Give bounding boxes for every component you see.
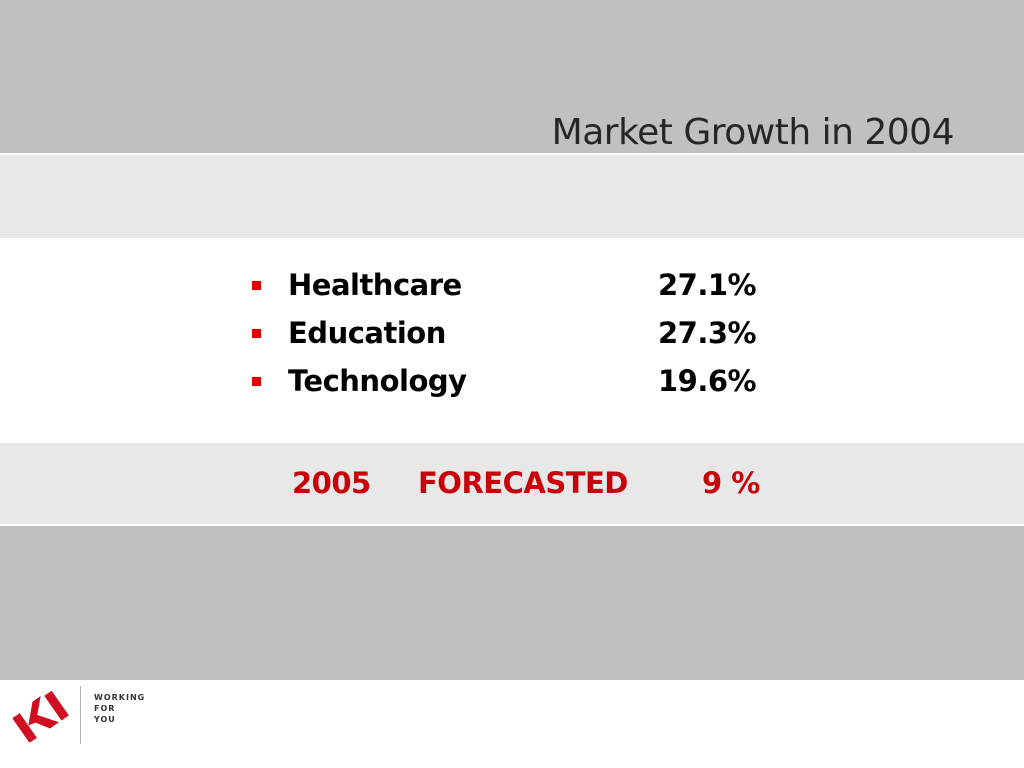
logo-divider: [80, 686, 81, 744]
ki-logo: [12, 690, 69, 742]
list-item: Technology 19.6%: [250, 364, 770, 412]
tagline-line: WORKING: [94, 693, 146, 702]
bullet-value: 27.3%: [658, 316, 757, 350]
square-bullet-icon: [252, 281, 261, 290]
light-band-lower: [0, 443, 1024, 524]
square-bullet-icon: [252, 329, 261, 338]
list-item: Healthcare 27.1%: [250, 268, 770, 316]
tagline-line: YOU: [94, 715, 116, 724]
bullet-value: 19.6%: [658, 364, 757, 398]
forecast-value: 9 %: [702, 466, 760, 500]
tagline: WORKING FOR YOU: [94, 692, 145, 725]
forecast-year: 2005: [292, 466, 371, 500]
tagline-line: FOR: [94, 704, 116, 713]
bullet-label: Education: [288, 316, 446, 350]
divider-rule: [0, 153, 1024, 155]
bottom-band: [0, 526, 1024, 680]
content-band: [0, 238, 1024, 443]
divider-rule: [0, 524, 1024, 526]
forecast-label: FORECASTED: [418, 466, 628, 500]
bullet-label: Healthcare: [288, 268, 462, 302]
slide-title: Market Growth in 2004: [551, 112, 955, 153]
top-band: [0, 0, 1024, 153]
list-item: Education 27.3%: [250, 316, 770, 364]
bullet-list: Healthcare 27.1% Education 27.3% Technol…: [250, 268, 770, 412]
bullet-value: 27.1%: [658, 268, 757, 302]
forecast-line: 2005 FORECASTED 9 %: [0, 466, 1024, 506]
light-band-upper: [0, 155, 1024, 238]
bullet-label: Technology: [288, 364, 467, 398]
square-bullet-icon: [252, 377, 261, 386]
